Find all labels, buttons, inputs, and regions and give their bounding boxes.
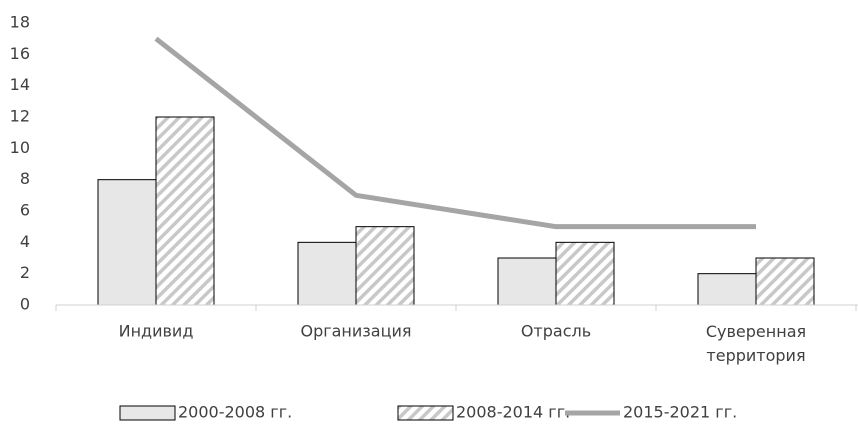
y-tick-label: 8 [20,169,30,188]
y-tick-label: 16 [10,44,30,63]
legend-label: 2015-2021 гг. [623,403,737,422]
bar [755,257,815,306]
bar [697,273,757,306]
y-tick-label: 4 [20,232,30,251]
y-tick-label: 0 [20,295,30,314]
y-tick-label: 2 [20,263,30,282]
y-tick-label: 18 [10,13,30,32]
bar [355,226,415,306]
bar [155,116,215,306]
bar [297,241,357,306]
y-tick-label: 14 [10,75,30,94]
legend-swatch [119,405,176,421]
x-tick-label: Организация [300,322,411,341]
x-tick-label: Индивид [119,322,194,341]
legend-label: 2000-2008 гг. [178,403,292,422]
legend-swatch [397,405,454,421]
y-tick-label: 10 [10,138,30,157]
y-tick-label: 12 [10,107,30,126]
x-tick-label: Суверенная территория [706,322,806,365]
bar [97,179,157,306]
y-tick-label: 6 [20,201,30,220]
x-tick-label: Отрасль [521,322,591,341]
bar [497,257,557,306]
legend-label: 2008-2014 гг. [456,403,570,422]
line-series [154,36,756,230]
bar [555,241,615,306]
